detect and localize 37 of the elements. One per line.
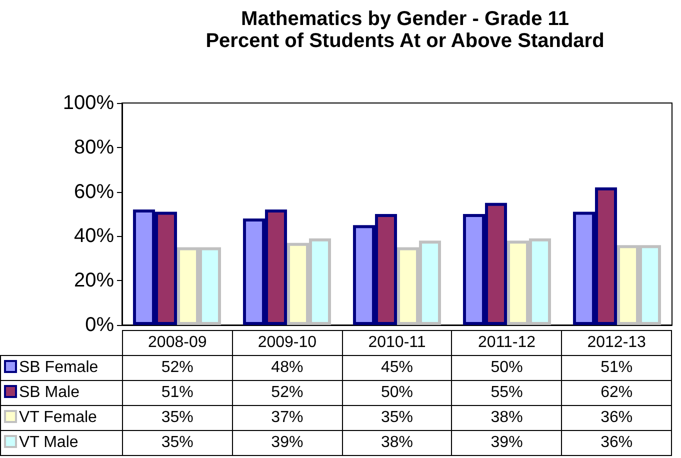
data-label: 35%: [342, 406, 452, 430]
data-label: 35%: [122, 406, 232, 430]
data-label: 36%: [562, 406, 672, 430]
data-label: 52%: [232, 380, 342, 406]
data-label: 50%: [452, 356, 562, 380]
data-label: 38%: [342, 430, 452, 456]
data-label: 37%: [232, 406, 342, 430]
y-tick-label: 40%: [74, 225, 114, 248]
y-tick-label: 100%: [62, 92, 114, 114]
data-label: 52%: [122, 356, 232, 380]
data-label: 48%: [232, 356, 342, 380]
data-label: 62%: [562, 380, 672, 406]
x-tick-label: 2011-12: [452, 330, 562, 356]
data-label: 38%: [452, 406, 562, 430]
legend-label: VT Female: [0, 406, 122, 430]
chart-subtitle: Percent of Students At or Above Standard: [206, 30, 604, 52]
x-tick-label: 2010-11: [342, 330, 452, 356]
chart-title: Mathematics by Gender - Grade 11: [241, 8, 569, 30]
data-label: 51%: [562, 356, 672, 380]
data-label: 50%: [342, 380, 452, 406]
x-tick-label: 2009-10: [232, 330, 342, 356]
legend-label: SB Female: [0, 356, 122, 380]
y-tick-label: 80%: [74, 136, 114, 158]
y-tick-label: 60%: [74, 180, 114, 203]
data-label: 35%: [122, 430, 232, 456]
x-tick-label: 2012-13: [562, 330, 672, 356]
x-tick-label: 2008-09: [122, 330, 232, 356]
data-label: 51%: [122, 380, 232, 406]
legend-label: VT Male: [0, 430, 122, 456]
legend-label: SB Male: [0, 380, 122, 406]
data-label: 39%: [232, 430, 342, 456]
y-tick-label: 20%: [74, 270, 114, 292]
data-label: 36%: [562, 430, 672, 456]
data-label: 39%: [452, 430, 562, 456]
data-label: 55%: [452, 380, 562, 406]
data-label: 45%: [342, 356, 452, 380]
y-tick-label: 0%: [85, 314, 114, 336]
